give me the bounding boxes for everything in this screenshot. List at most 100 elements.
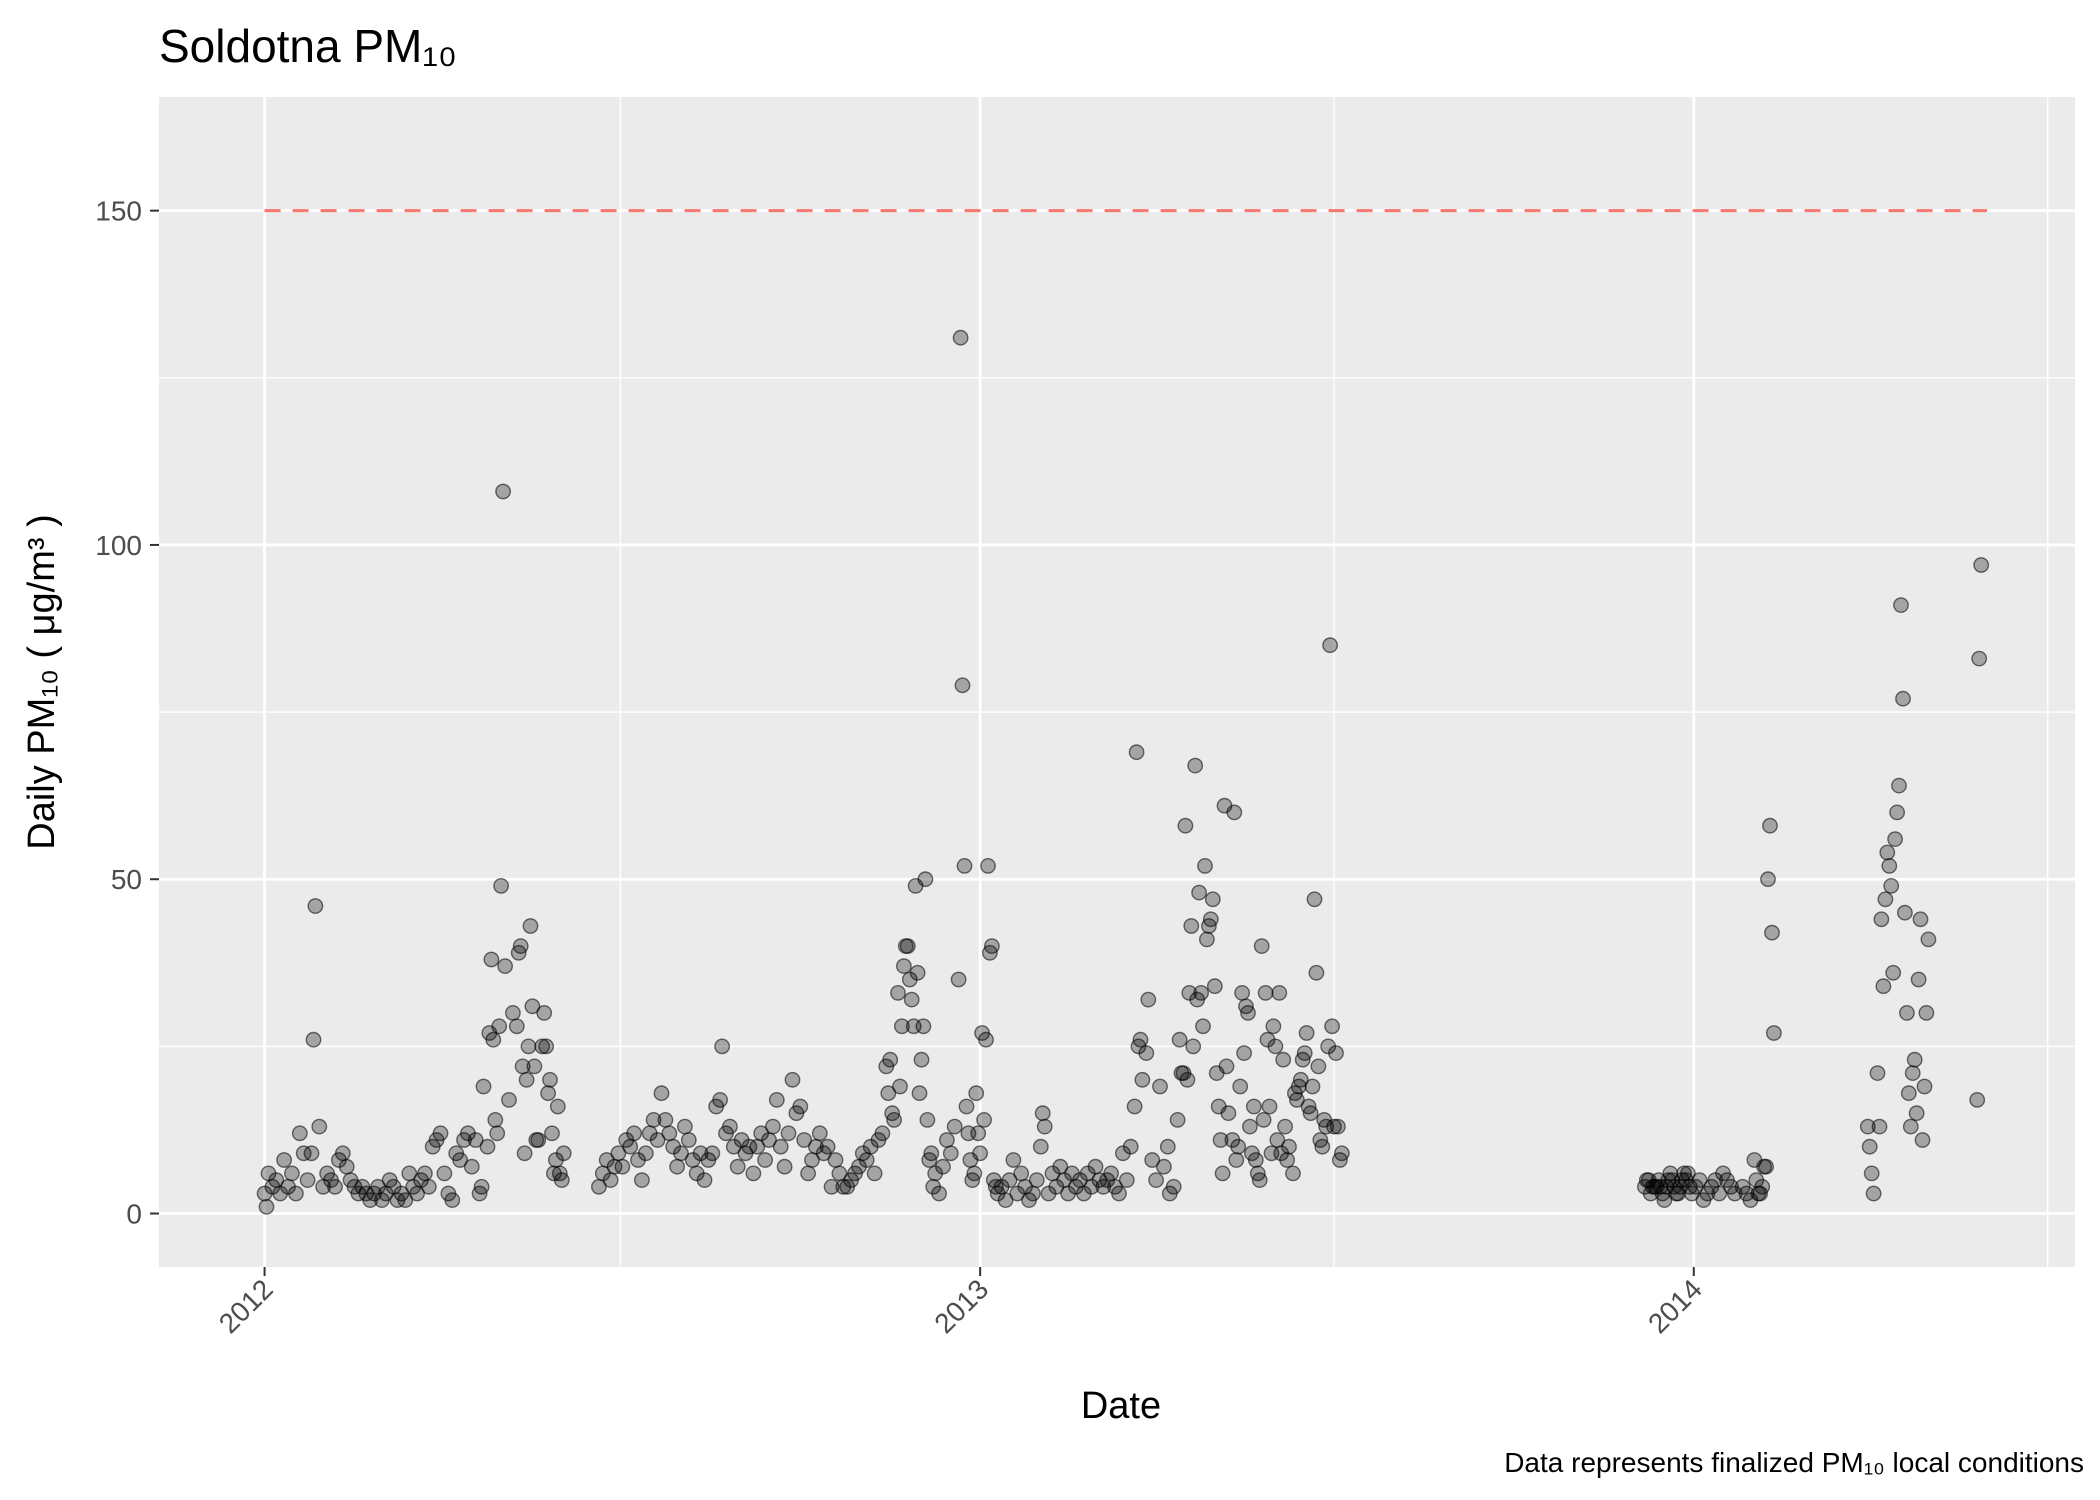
data-point [276, 1152, 292, 1168]
data-point [909, 964, 926, 981]
data-point [827, 1152, 844, 1168]
data-point [1257, 985, 1274, 1001]
data-point [493, 878, 509, 894]
data-point [714, 1038, 730, 1055]
data-point [540, 1085, 556, 1102]
data-point [780, 1125, 797, 1142]
data-point [1025, 1185, 1041, 1202]
data-point [1242, 1118, 1258, 1135]
data-point [420, 1178, 437, 1195]
data-point [1711, 1185, 1728, 1202]
data-point [1883, 878, 1900, 894]
data-point [796, 1132, 813, 1148]
data-point [1261, 1098, 1278, 1115]
data-point [1228, 1152, 1245, 1168]
data-point [1195, 1018, 1211, 1035]
data-point [501, 1092, 517, 1108]
x-axis-title: Date [1081, 1385, 1161, 1427]
data-point [968, 1085, 985, 1102]
data-point [549, 1098, 566, 1115]
data-point [526, 1058, 543, 1075]
data-point [1910, 971, 1927, 988]
data-point [1758, 1158, 1775, 1175]
y-tick-label: 150 [95, 196, 142, 227]
data-point [1861, 1138, 1878, 1155]
chart-title: Soldotna PM₁₀ [159, 20, 457, 72]
y-tick-label: 100 [95, 530, 142, 561]
data-point [858, 1152, 875, 1168]
data-point [882, 1051, 899, 1068]
data-point [1285, 1165, 1301, 1182]
data-point [485, 1031, 502, 1048]
data-point [530, 1132, 547, 1148]
data-point [1875, 978, 1892, 995]
data-point [1087, 1158, 1104, 1175]
data-point [1032, 1138, 1049, 1155]
data-point [1877, 891, 1894, 908]
data-point [1128, 744, 1145, 761]
data-point [1296, 1045, 1313, 1062]
data-point [1324, 1018, 1341, 1035]
data-point [729, 1158, 746, 1175]
data-point [512, 938, 529, 954]
data-point [1212, 1132, 1229, 1148]
data-point [1891, 777, 1907, 794]
data-point [653, 1085, 670, 1102]
data-point [1762, 817, 1778, 834]
data-point [614, 1158, 631, 1175]
y-tick-label: 0 [126, 1199, 142, 1230]
data-point [303, 1145, 320, 1162]
data-point [1240, 1005, 1256, 1021]
data-point [1111, 1185, 1127, 1202]
data-point [463, 1158, 480, 1175]
data-point [894, 1018, 910, 1035]
data-point [1869, 1065, 1886, 1082]
data-point [1134, 1071, 1151, 1088]
data-point [784, 1071, 801, 1088]
y-axis-title: Daily PM₁₀ ( μg/m³ ) [21, 514, 63, 850]
data-point [311, 1118, 328, 1135]
data-point [892, 1078, 908, 1095]
data-point [1680, 1165, 1696, 1182]
data-point [1879, 844, 1896, 861]
data-point [299, 1172, 316, 1189]
data-point [939, 1132, 955, 1148]
data-point [1904, 1065, 1921, 1082]
data-point [1126, 1098, 1143, 1115]
data-point [931, 1185, 947, 1202]
chart-caption: Data represents finalized PM₁₀ local con… [1504, 1447, 2084, 1478]
data-point [626, 1125, 642, 1142]
data-point [1220, 1105, 1237, 1122]
data-point [976, 1112, 992, 1128]
data-point [508, 1018, 525, 1035]
data-point [1906, 1051, 1923, 1068]
data-point [1691, 1172, 1708, 1189]
data-point [972, 1145, 988, 1162]
data-point [534, 1038, 551, 1055]
data-point [1912, 911, 1929, 928]
data-point [1298, 1025, 1315, 1041]
data-point [505, 1005, 521, 1021]
data-point [1865, 1185, 1882, 1202]
data-point [669, 1158, 685, 1175]
data-point [874, 1125, 891, 1142]
data-point [1202, 911, 1219, 928]
data-point [1214, 1165, 1231, 1182]
data-point [1005, 1152, 1022, 1168]
data-point [538, 1038, 554, 1055]
data-point [634, 1172, 650, 1189]
data-point [1322, 637, 1339, 654]
data-point [899, 938, 916, 954]
data-point [952, 329, 969, 346]
data-point [811, 1125, 828, 1142]
data-point [1885, 964, 1902, 981]
data-point [1138, 1045, 1155, 1062]
data-point [776, 1158, 793, 1175]
data-point [673, 1145, 689, 1162]
data-point [487, 1112, 504, 1128]
data-point [522, 918, 539, 934]
data-point [1232, 1078, 1249, 1095]
data-point [416, 1165, 433, 1182]
data-point [1292, 1071, 1309, 1088]
